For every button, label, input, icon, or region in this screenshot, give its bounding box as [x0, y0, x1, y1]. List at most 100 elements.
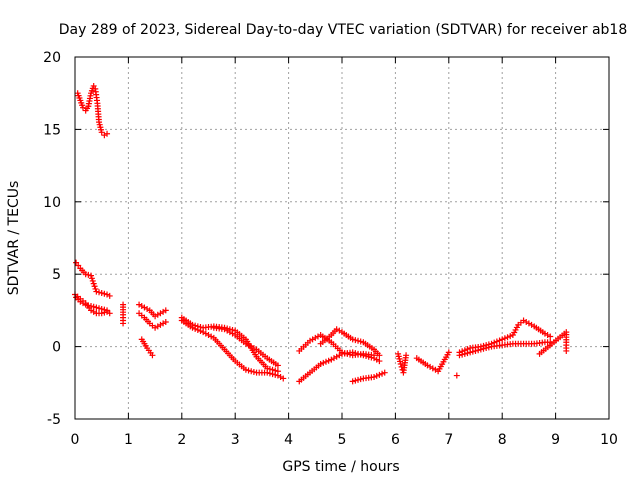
data-point	[194, 323, 201, 330]
series-arc-f	[136, 310, 169, 331]
data-point	[269, 366, 276, 373]
series-arc-d	[120, 301, 127, 327]
data-point	[496, 337, 503, 344]
data-point	[264, 365, 271, 372]
data-point	[149, 352, 156, 359]
data-point	[371, 374, 378, 381]
data-point	[445, 349, 452, 356]
x-tick-label: 5	[338, 432, 347, 448]
data-point	[101, 306, 108, 313]
data-point	[98, 129, 105, 136]
y-axis-label: SDTVAR / TECUs	[6, 181, 22, 296]
data-point	[453, 372, 460, 379]
data-point	[82, 301, 89, 308]
data-point	[120, 320, 127, 327]
data-point	[347, 351, 354, 358]
data-point	[547, 333, 554, 340]
data-point	[91, 283, 98, 290]
y-tick-label: 15	[43, 122, 61, 138]
data-point	[98, 290, 105, 297]
grid	[75, 57, 609, 419]
x-tick-label: 10	[600, 432, 618, 448]
y-tick-label: -5	[47, 412, 61, 428]
data-point	[504, 334, 511, 341]
x-tick-label: 4	[284, 432, 293, 448]
series-upper-arc	[74, 82, 111, 139]
data-point	[272, 367, 279, 374]
data-point	[507, 333, 514, 340]
data-point	[379, 370, 386, 377]
x-tick-label: 8	[498, 432, 507, 448]
data-point	[341, 350, 348, 357]
data-point	[349, 378, 356, 385]
data-point	[162, 307, 169, 314]
data-point	[248, 368, 255, 375]
x-tick-label: 7	[444, 432, 453, 448]
data-point	[373, 372, 380, 379]
series-arc-c	[73, 294, 111, 314]
data-point	[464, 346, 471, 353]
data-point	[274, 362, 281, 369]
x-tick-label: 3	[231, 432, 240, 448]
y-tick-label: 5	[52, 267, 61, 283]
data-point	[376, 352, 383, 359]
data-point	[397, 360, 404, 367]
data-point	[485, 341, 492, 348]
data-point	[250, 368, 257, 375]
x-tick-label: 1	[124, 432, 133, 448]
data-point	[357, 338, 364, 345]
y-tick-label: 0	[52, 340, 61, 356]
data-point	[82, 271, 89, 278]
data-point	[355, 376, 362, 383]
data-point	[106, 310, 113, 317]
data-point	[85, 271, 92, 278]
data-point	[189, 321, 196, 328]
data-point	[357, 376, 364, 383]
series-arc-e	[136, 301, 169, 320]
data-point	[245, 367, 252, 374]
series-arc-l	[296, 332, 378, 359]
y-tick-label: 10	[43, 195, 61, 211]
data-points	[72, 82, 570, 385]
data-point	[104, 307, 111, 314]
data-point	[381, 369, 388, 376]
plot-frame	[74, 56, 610, 420]
data-point	[104, 130, 111, 137]
data-point	[403, 352, 410, 359]
series-arc-m	[317, 326, 383, 359]
series-arc-p	[413, 349, 452, 375]
data-point	[98, 305, 105, 312]
data-point	[106, 292, 113, 299]
x-tick-label: 9	[551, 432, 560, 448]
x-tick-label: 0	[71, 432, 80, 448]
data-point	[480, 342, 487, 349]
data-point	[197, 324, 204, 331]
data-point	[88, 275, 95, 282]
data-point	[459, 348, 466, 355]
data-point	[491, 339, 498, 346]
data-point	[280, 375, 287, 382]
data-point	[88, 272, 95, 279]
x-tick-label: 2	[177, 432, 186, 448]
data-point	[488, 340, 495, 347]
data-point	[90, 303, 97, 310]
data-point	[477, 343, 484, 350]
data-point	[493, 338, 500, 345]
data-point	[90, 280, 97, 287]
data-point	[92, 285, 99, 292]
data-point	[371, 352, 378, 359]
series-arc-j	[210, 324, 281, 369]
data-point	[344, 350, 351, 357]
data-point	[376, 371, 383, 378]
data-point	[88, 303, 95, 310]
data-point	[322, 358, 329, 365]
data-point	[101, 290, 108, 297]
data-point	[349, 336, 356, 343]
data-point	[96, 289, 103, 296]
data-point	[320, 359, 327, 366]
series-arc-a	[73, 259, 113, 299]
data-point	[501, 335, 508, 342]
data-point	[274, 368, 281, 375]
